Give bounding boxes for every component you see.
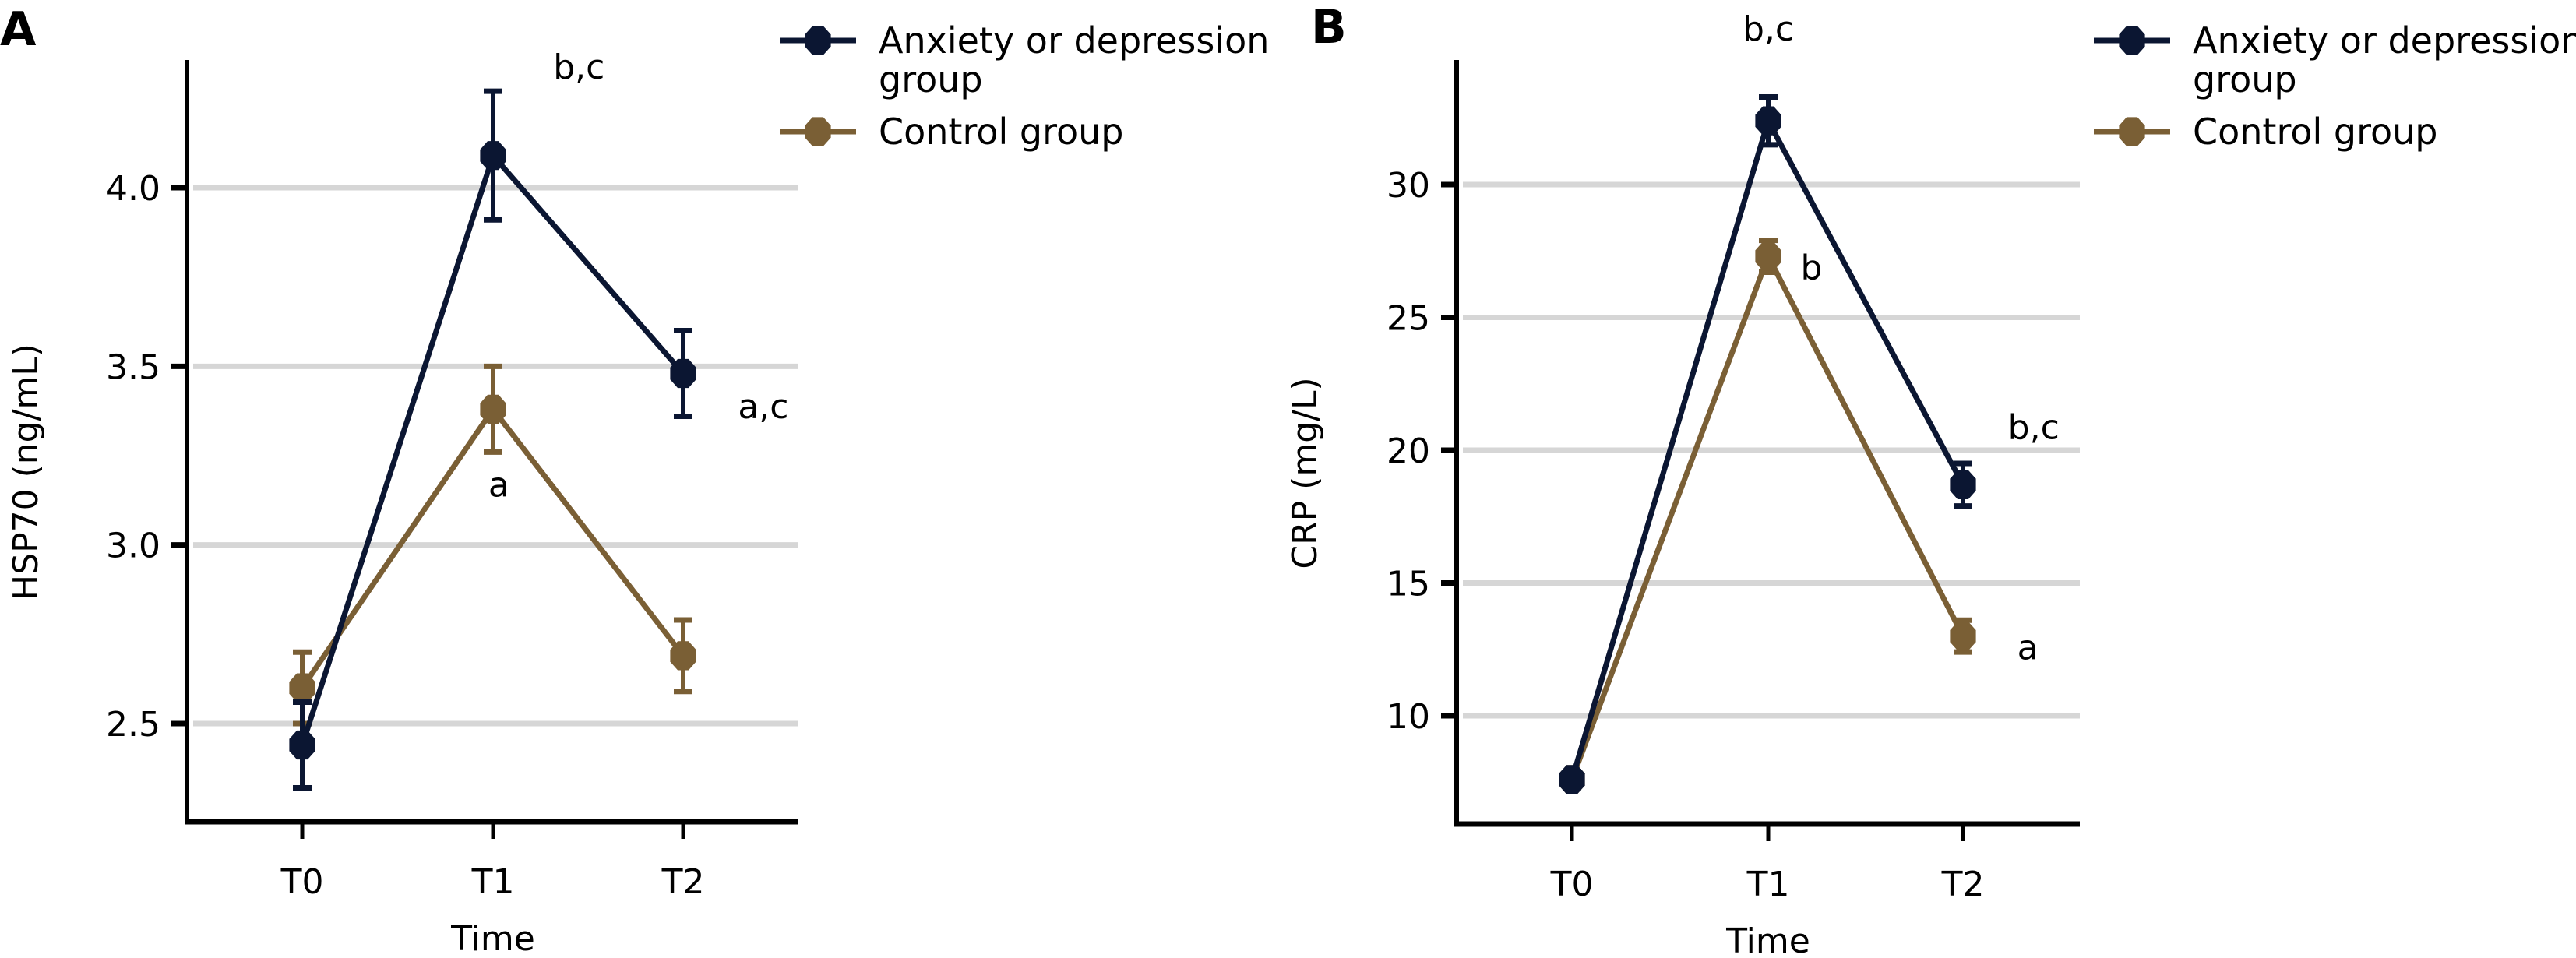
legend-label-cont: group: [879, 58, 983, 100]
legend-marker: [2119, 117, 2145, 146]
data-point: [670, 358, 696, 389]
data-point: [480, 141, 506, 171]
y-tick-label: 4.0: [106, 169, 160, 209]
series-control: [1559, 238, 1976, 794]
series-anxiety: [289, 88, 696, 791]
data-point: [1755, 106, 1781, 136]
significance-label: b,c: [2008, 407, 2060, 447]
y-axis-title: CRP (mg/L): [1285, 377, 1325, 569]
data-point: [670, 641, 696, 671]
significance-label: a: [2017, 628, 2039, 667]
legend-marker: [2119, 26, 2145, 55]
y-tick-label: 15: [1387, 565, 1430, 604]
panel-a: A 2.5 3.0 3.5 4.0 T0 T1 T2 Time HSP70 (ng/mL) b,c a…: [0, 2, 1269, 958]
x-tick-label: T0: [1550, 865, 1594, 904]
series-line: [1569, 249, 1966, 781]
series-anxiety: [1559, 93, 1976, 794]
panel-letter: B: [1311, 0, 1347, 55]
significance-label: b,c: [1743, 9, 1794, 49]
data-point: [1950, 622, 1976, 651]
legend-label: Control group: [879, 111, 1124, 153]
data-point: [289, 730, 315, 760]
legend-label-cont: group: [2193, 58, 2297, 100]
y-axis-title: HSP70 (ng/mL): [6, 343, 46, 601]
x-tick-label: T1: [1746, 865, 1790, 904]
legend-label: Control group: [2193, 111, 2438, 153]
legend-marker: [805, 26, 831, 55]
y-tick-label: 30: [1387, 166, 1430, 206]
x-axis-title: Time: [1725, 921, 1810, 958]
x-tick-label: T2: [1941, 865, 1985, 904]
legend-label: Anxiety or depression: [2193, 19, 2576, 62]
y-tick-label: 2.5: [106, 705, 160, 745]
legend-marker: [805, 117, 831, 146]
significance-label: b,c: [553, 48, 604, 87]
significance-label: b: [1800, 248, 1822, 288]
data-point: [1559, 765, 1585, 794]
significance-label: a: [488, 466, 509, 505]
x-tick-label: T1: [471, 862, 515, 902]
y-tick-label: 20: [1387, 431, 1430, 471]
x-axis-title: Time: [450, 919, 535, 958]
x-tick-label: T2: [661, 862, 705, 902]
data-point: [289, 673, 315, 703]
x-tick-label: T0: [280, 862, 324, 902]
y-tick-label: 3.0: [106, 527, 160, 566]
panel-letter: A: [0, 2, 37, 57]
data-point: [1950, 470, 1976, 499]
series-control: [289, 363, 696, 727]
y-tick-label: 3.5: [106, 347, 160, 387]
significance-label: a,c: [738, 387, 788, 427]
legend-label: Anxiety or depression: [879, 19, 1269, 62]
y-tick-label: 10: [1387, 697, 1430, 737]
data-point: [1755, 241, 1781, 271]
y-tick-label: 25: [1387, 299, 1430, 339]
panel-b: B 10 15 20 25 30 T0 T1 T2 Time CRP (mg/L) b,c b b,c a A…: [1285, 0, 2576, 958]
data-point: [480, 394, 506, 424]
